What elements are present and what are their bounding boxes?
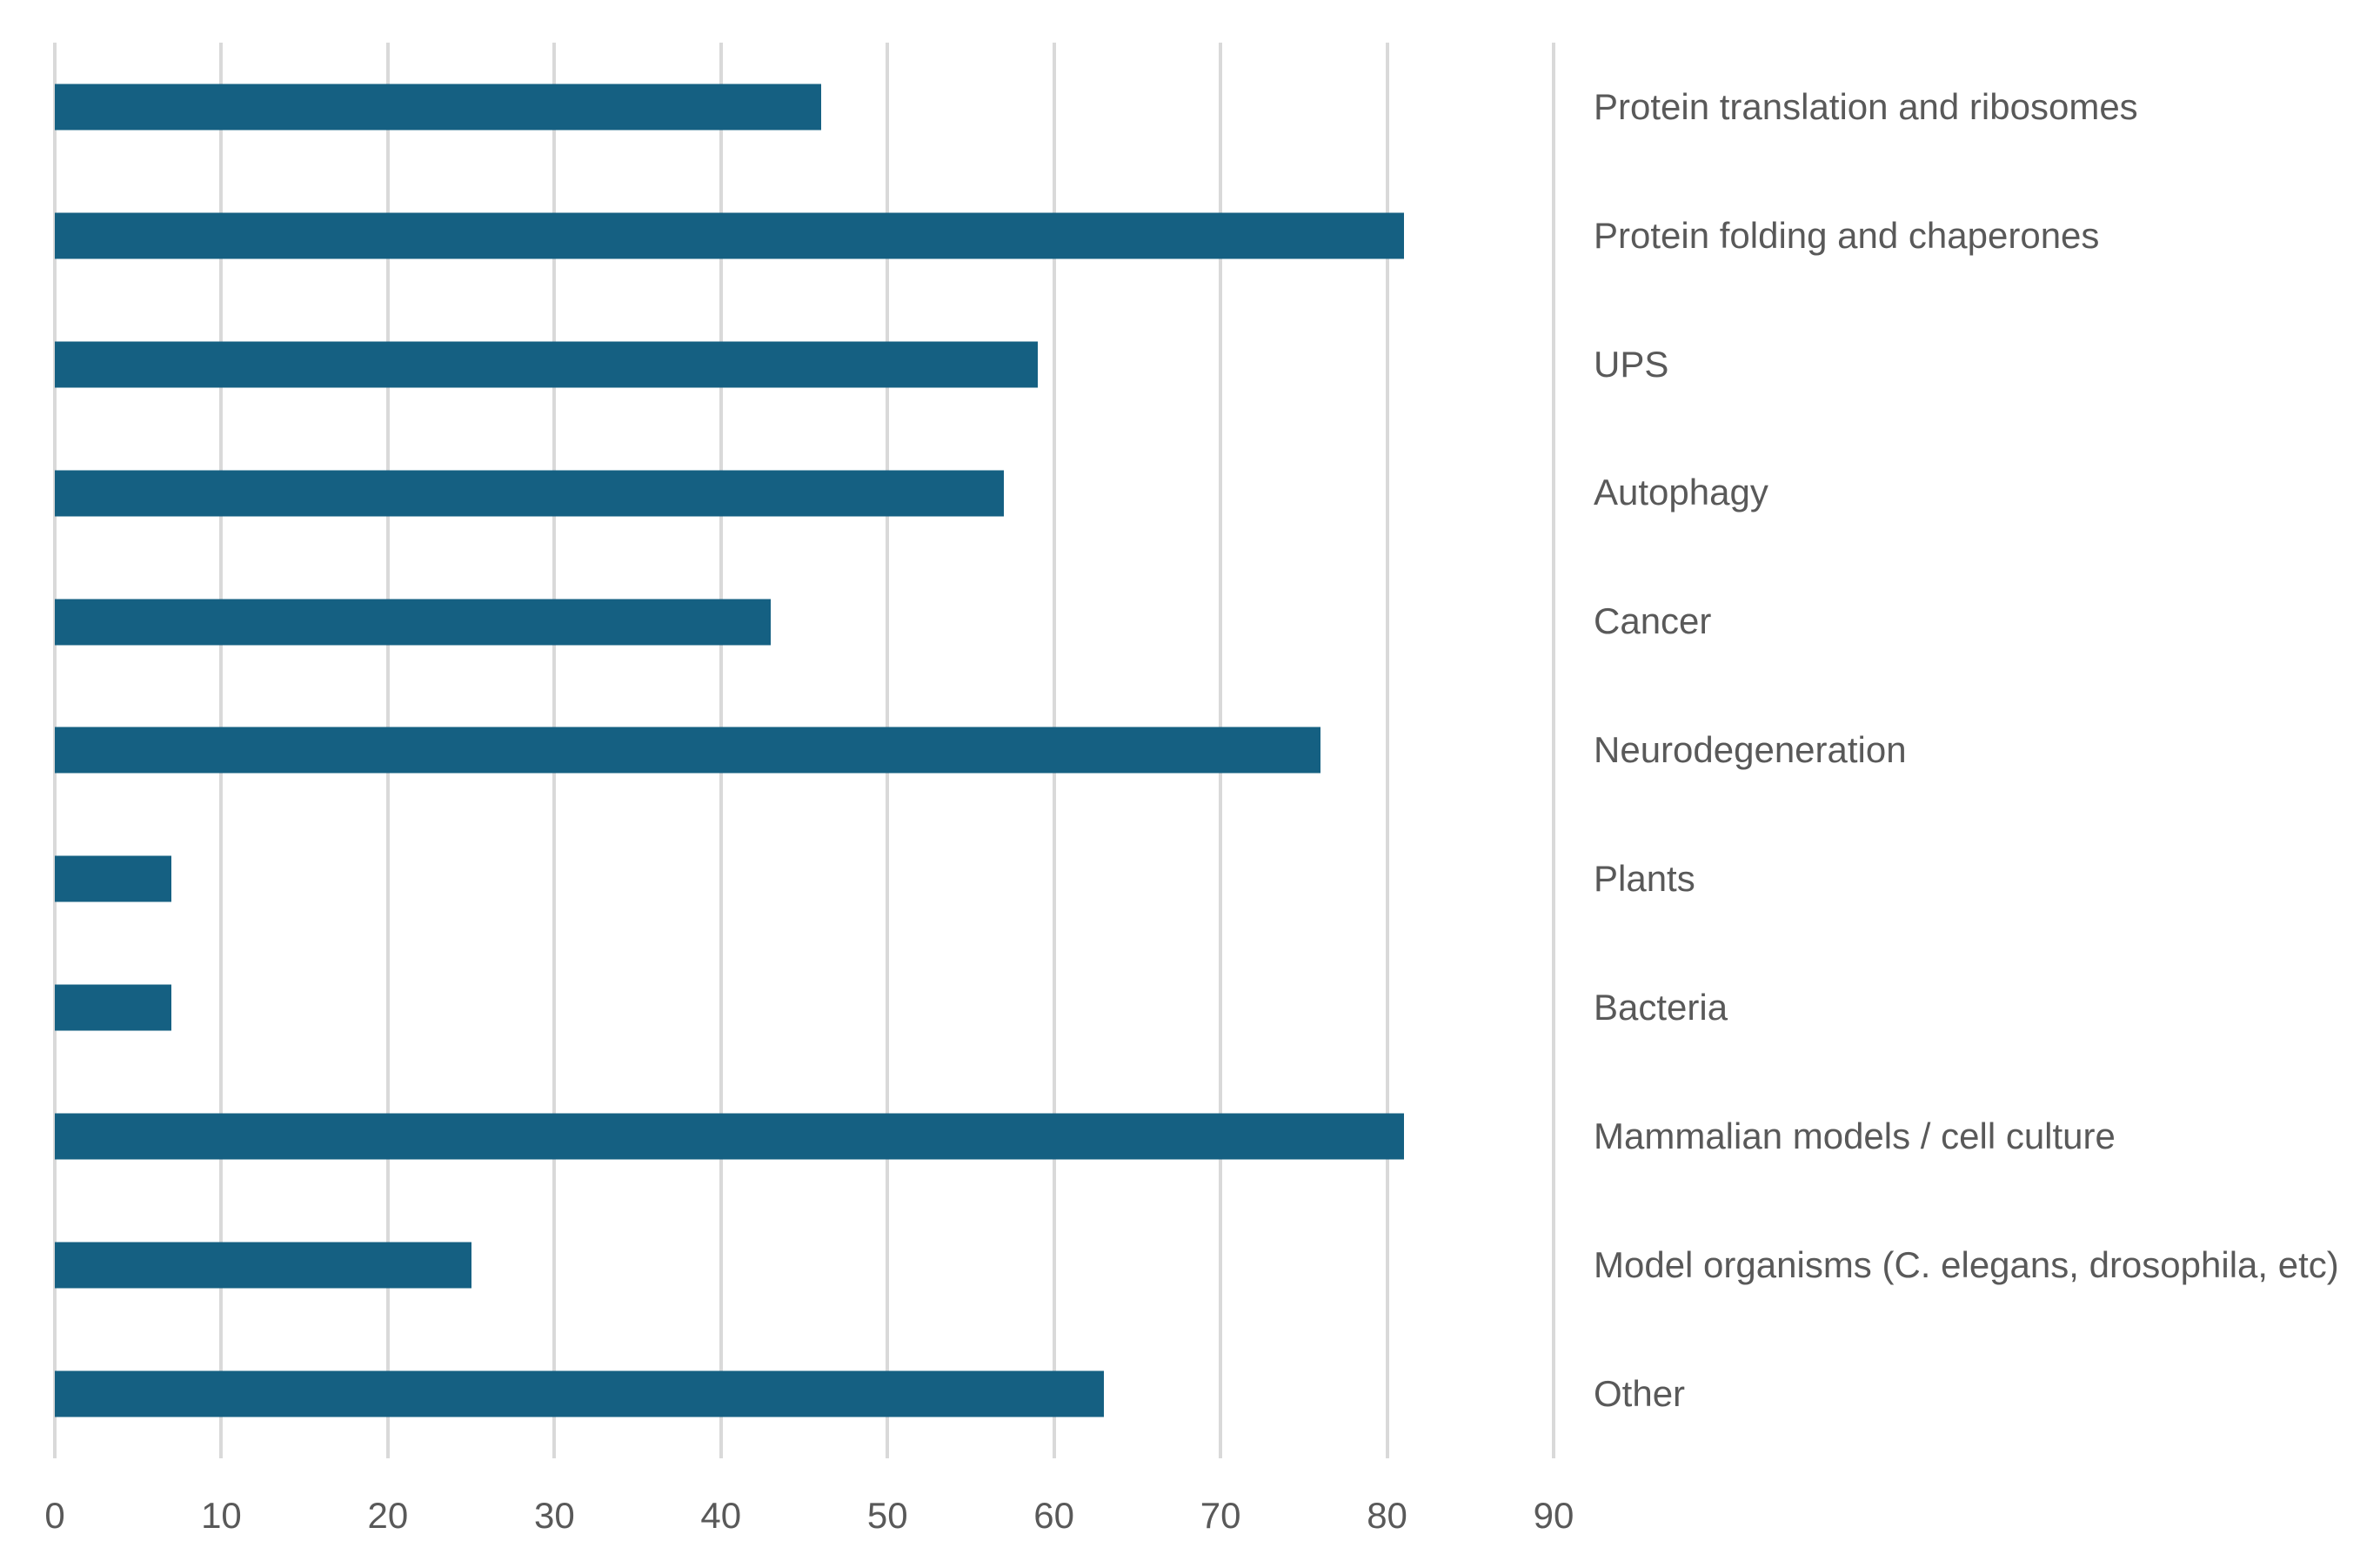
bar [55, 341, 1038, 388]
x-tick-label: 30 [533, 1495, 575, 1536]
bar-row [55, 171, 1554, 300]
bar [55, 1113, 1404, 1160]
bar-row [55, 687, 1554, 815]
category-label: Other [1594, 1372, 1686, 1414]
category-label: UPS [1594, 343, 1669, 385]
bar [55, 84, 821, 131]
category-label: Protein translation and ribosomes [1594, 85, 2138, 127]
bar-row [55, 558, 1554, 687]
bar-row [55, 1330, 1554, 1458]
x-axis: 0 10 20 30 40 50 60 70 80 90 [0, 1490, 2380, 1542]
plot-area [53, 43, 1555, 1458]
gridline [1552, 43, 1555, 1458]
bar-row [55, 300, 1554, 429]
bar-row [55, 943, 1554, 1072]
category-label: Neurodegeneration [1594, 729, 1907, 771]
bar [55, 1370, 1105, 1417]
x-tick-label: 80 [1367, 1495, 1407, 1536]
x-tick-label: 50 [866, 1495, 908, 1536]
category-label: Mammalian models / cell culture [1594, 1115, 2116, 1157]
x-tick-label: 10 [201, 1495, 242, 1536]
x-tick-label: 20 [367, 1495, 409, 1536]
category-label: Cancer [1594, 600, 1712, 642]
bar [55, 599, 772, 646]
x-tick-label: 40 [700, 1495, 742, 1536]
category-label: Autophagy [1594, 472, 1768, 513]
bar-row [55, 429, 1554, 558]
category-label: Model organisms (C. elegans, drosophila,… [1594, 1243, 2339, 1285]
bar-row [55, 1072, 1554, 1201]
bar-row [55, 43, 1554, 171]
category-label: Bacteria [1594, 987, 1728, 1028]
bar [55, 1242, 471, 1289]
bar [55, 855, 171, 902]
bar [55, 470, 1005, 517]
bar [55, 984, 171, 1031]
category-label: Protein folding and chaperones [1594, 214, 2100, 256]
bar-row [55, 1201, 1554, 1330]
x-tick-label: 0 [44, 1495, 65, 1536]
bar [55, 727, 1320, 774]
category-labels: Protein translation and ribosomes Protein… [1594, 43, 2359, 1458]
bar [55, 212, 1404, 259]
x-tick-label: 70 [1200, 1495, 1241, 1536]
category-label: Plants [1594, 858, 1695, 900]
x-tick-label: 90 [1533, 1495, 1574, 1536]
bar-row [55, 814, 1554, 943]
gridline [1385, 43, 1389, 1458]
x-tick-label: 60 [1033, 1495, 1075, 1536]
